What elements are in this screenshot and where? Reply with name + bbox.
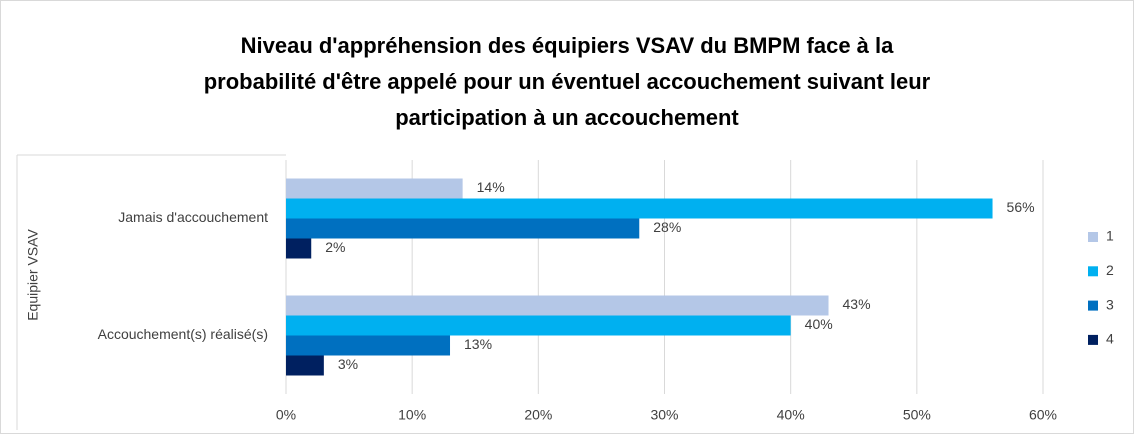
bar <box>286 238 312 259</box>
bar <box>286 335 451 356</box>
data-label: 56% <box>1007 199 1035 215</box>
bar <box>286 295 829 316</box>
bar <box>286 355 324 376</box>
x-tick-label: 20% <box>524 407 552 423</box>
chart-title: Niveau d'appréhension des équipiers VSAV… <box>241 33 895 58</box>
x-tick-label: 40% <box>777 407 805 423</box>
data-label: 2% <box>325 239 345 255</box>
legend-swatch <box>1088 334 1098 345</box>
data-label: 13% <box>464 336 492 352</box>
bar <box>286 315 791 336</box>
bar <box>286 198 993 219</box>
chart-title: participation à un accouchement <box>395 105 739 130</box>
y-axis-label: Equipier VSAV <box>25 229 41 321</box>
legend-label: 2 <box>1106 262 1114 278</box>
legend-label: 1 <box>1106 228 1114 244</box>
chart-title: probabilité d'être appelé pour un éventu… <box>204 69 931 94</box>
data-label: 28% <box>653 219 681 235</box>
legend-swatch <box>1088 300 1098 311</box>
legend-label: 3 <box>1106 296 1114 312</box>
x-tick-label: 10% <box>398 407 426 423</box>
data-label: 43% <box>843 296 871 312</box>
data-label: 3% <box>338 356 358 372</box>
x-tick-label: 50% <box>903 407 931 423</box>
x-tick-label: 0% <box>276 407 296 423</box>
legend-label: 4 <box>1106 331 1114 347</box>
data-label: 14% <box>477 179 505 195</box>
category-frame <box>16 154 286 430</box>
legend-swatch <box>1088 266 1098 277</box>
bar <box>286 218 640 239</box>
data-label: 40% <box>805 316 833 332</box>
category-label: Accouchement(s) réalisé(s) <box>98 326 268 342</box>
x-tick-label: 60% <box>1029 407 1057 423</box>
category-label: Jamais d'accouchement <box>118 209 268 225</box>
legend-swatch <box>1088 232 1098 242</box>
bar <box>286 178 463 199</box>
x-tick-label: 30% <box>650 407 678 423</box>
